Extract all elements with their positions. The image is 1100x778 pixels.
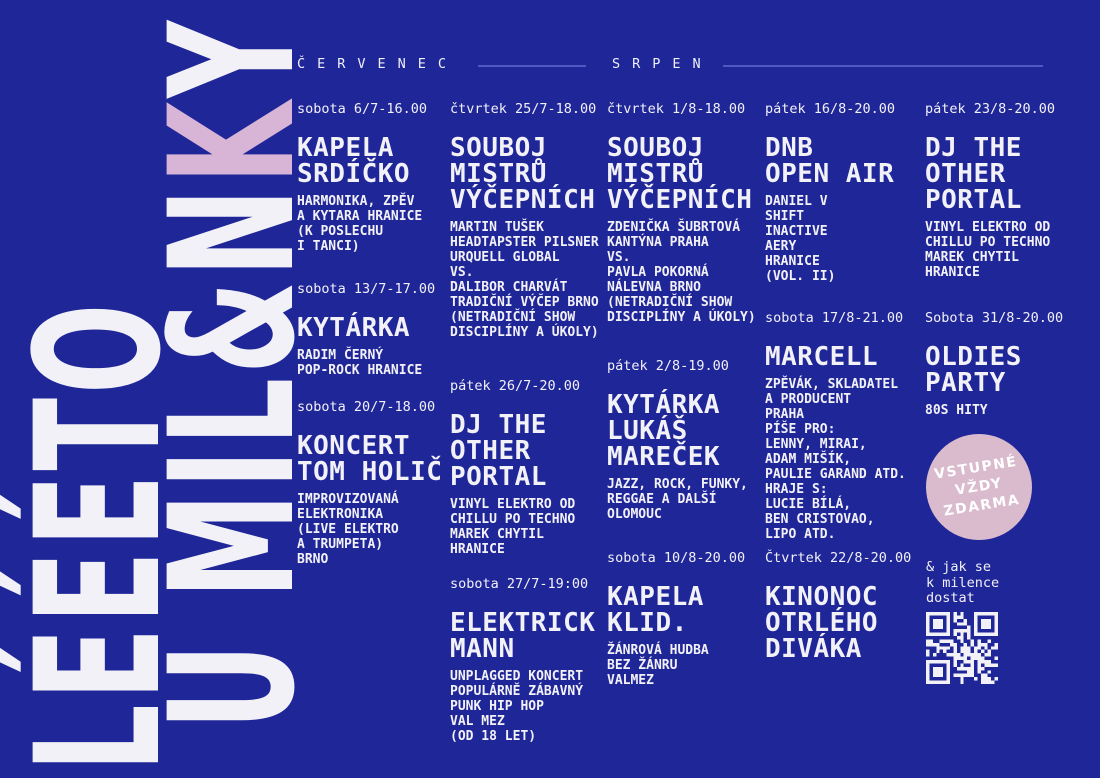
event-title: OLDIES PARTY bbox=[925, 342, 1022, 398]
event-date: čtvrtek 1/8-18.00 bbox=[607, 101, 746, 117]
event-title: KINONOC OTRLÉHO DIVÁKA bbox=[765, 582, 879, 664]
event-date: čtvrtek 25/7-18.00 bbox=[450, 101, 597, 117]
event-column-2: čtvrtek 25/7-18.00 SOUBOJ MISTRŮ VÝČEPNÍ… bbox=[450, 0, 608, 778]
event-date: Sobota 31/8-20.00 bbox=[925, 310, 1064, 326]
event-date: sobota 20/7-18.00 bbox=[297, 399, 436, 415]
event-details: ZDENIČKA ŠUBRTOVÁ KANTÝNA PRAHA VS. PAVL… bbox=[607, 220, 756, 325]
event-title: SOUBOJ MISTRŮ VÝČEPNÍCH bbox=[607, 133, 753, 215]
event-card: pátek 16/8-20.00 DNB OPEN AIR DANIEL V S… bbox=[765, 101, 925, 284]
event-date: pátek 23/8-20.00 bbox=[925, 101, 1056, 117]
poster-title-line2: U MIL&NKY bbox=[132, 17, 333, 730]
event-card: sobota 13/7-17.00 KYTÁRKA RADIM ČERNÝ PO… bbox=[297, 281, 457, 378]
event-date: sobota 17/8-21.00 bbox=[765, 310, 904, 326]
event-date: sobota 27/7-19:00 bbox=[450, 576, 589, 592]
event-card: čtvrtek 1/8-18.00 SOUBOJ MISTRŮ VÝČEPNÍC… bbox=[607, 101, 767, 325]
event-title: KONCERT TOM HOLIČ bbox=[297, 431, 443, 487]
event-card: pátek 23/8-20.00 DJ THE OTHER PORTAL VIN… bbox=[925, 101, 1085, 280]
event-column-1: sobota 6/7-16.00 KAPELA SRDÍČKO HARMONIK… bbox=[297, 0, 455, 778]
event-card: sobota 27/7-19:00 ELEKTRICK MANN UNPLAGG… bbox=[450, 576, 610, 744]
event-details: IMPROVIZOVANÁ ELEKTRONIKA (LIVE ELEKTRO … bbox=[297, 492, 399, 567]
event-details: HARMONIKA, ZPĚV A KYTARA HRANICE (K POSL… bbox=[297, 194, 423, 254]
event-card: Čtvrtek 22/8-20.00 KINONOC OTRLÉHO DIVÁK… bbox=[765, 550, 925, 669]
month-august-label: SRPEN bbox=[612, 56, 713, 72]
month-july-label: ČERVENEC bbox=[297, 56, 459, 72]
event-details: VINYL ELEKTRO OD CHILLU PO TECHNO MAREK … bbox=[450, 497, 576, 557]
event-title: DJ THE OTHER PORTAL bbox=[925, 133, 1022, 215]
event-title: MARCELL bbox=[765, 342, 879, 372]
event-date: Čtvrtek 22/8-20.00 bbox=[765, 550, 912, 566]
event-details: 80S HITY bbox=[925, 403, 988, 418]
event-details: MARTIN TUŠEK HEADTAPSTER PILSNER URQUELL… bbox=[450, 220, 599, 340]
event-card: pátek 26/7-20.00 DJ THE OTHER PORTAL VIN… bbox=[450, 378, 610, 557]
event-date: pátek 26/7-20.00 bbox=[450, 378, 581, 394]
event-date: sobota 6/7-16.00 bbox=[297, 101, 428, 117]
event-details: UNPLAGGED KONCERT POPULÁRNĚ ZÁBAVNÝ PUNK… bbox=[450, 669, 584, 744]
event-date: pátek 16/8-20.00 bbox=[765, 101, 896, 117]
event-title: KAPELA KLID. bbox=[607, 582, 704, 638]
event-details: VINYL ELEKTRO OD CHILLU PO TECHNO MAREK … bbox=[925, 220, 1051, 280]
event-column-5: pátek 23/8-20.00 DJ THE OTHER PORTAL VIN… bbox=[925, 0, 1083, 778]
event-details: RADIM ČERNÝ POP-ROCK HRANICE bbox=[297, 348, 423, 378]
event-title: KYTÁRKA bbox=[297, 313, 411, 343]
event-card: pátek 2/8-19.00 KYTÁRKA LUKÁŠ MAREČEK JA… bbox=[607, 358, 767, 522]
free-entry-badge-text: VSTUPNÉ VŽDY ZDARMA bbox=[933, 453, 1022, 520]
event-title: KAPELA SRDÍČKO bbox=[297, 133, 411, 189]
event-title: DJ THE OTHER PORTAL bbox=[450, 410, 547, 492]
event-card: čtvrtek 25/7-18.00 SOUBOJ MISTRŮ VÝČEPNÍ… bbox=[450, 101, 610, 340]
directions-text: & jak se k milence dostat bbox=[926, 559, 1000, 606]
event-date: sobota 10/8-20.00 bbox=[607, 550, 746, 566]
event-card: sobota 6/7-16.00 KAPELA SRDÍČKO HARMONIK… bbox=[297, 101, 457, 254]
event-details: ZPĚVÁK, SKLADATEL A PRODUCENT PRAHA PÍŠE… bbox=[765, 377, 906, 542]
event-title: KYTÁRKA LUKÁŠ MAREČEK bbox=[607, 390, 721, 472]
month-divider-line bbox=[723, 65, 1043, 67]
event-card: sobota 17/8-21.00 MARCELL ZPĚVÁK, SKLADA… bbox=[765, 310, 925, 542]
event-title: SOUBOJ MISTRŮ VÝČEPNÍCH bbox=[450, 133, 596, 215]
event-column-4: pátek 16/8-20.00 DNB OPEN AIR DANIEL V S… bbox=[765, 0, 923, 778]
month-divider-line bbox=[478, 65, 586, 67]
event-card: sobota 10/8-20.00 KAPELA KLID. ŽÁNROVÁ H… bbox=[607, 550, 767, 688]
event-details: ŽÁNROVÁ HUDBA BEZ ŽÁNRU VALMEZ bbox=[607, 643, 709, 688]
event-date: sobota 13/7-17.00 bbox=[297, 281, 436, 297]
event-card: Sobota 31/8-20.00 OLDIES PARTY 80S HITY bbox=[925, 310, 1085, 418]
event-column-3: čtvrtek 1/8-18.00 SOUBOJ MISTRŮ VÝČEPNÍC… bbox=[607, 0, 765, 778]
event-card: sobota 20/7-18.00 KONCERT TOM HOLIČ IMPR… bbox=[297, 399, 457, 567]
event-details: DANIEL V SHIFT INACTIVE AERY HRANICE (VO… bbox=[765, 194, 836, 284]
qr-code bbox=[926, 612, 998, 684]
free-entry-badge: VSTUPNÉ VŽDY ZDARMA bbox=[926, 434, 1032, 540]
event-date: pátek 2/8-19.00 bbox=[607, 358, 729, 374]
event-title: DNB OPEN AIR bbox=[765, 133, 895, 189]
event-title: ELEKTRICK MANN bbox=[450, 608, 596, 664]
event-details: JAZZ, ROCK, FUNKY, REGGAE A DALŠÍ OLOMOU… bbox=[607, 477, 748, 522]
